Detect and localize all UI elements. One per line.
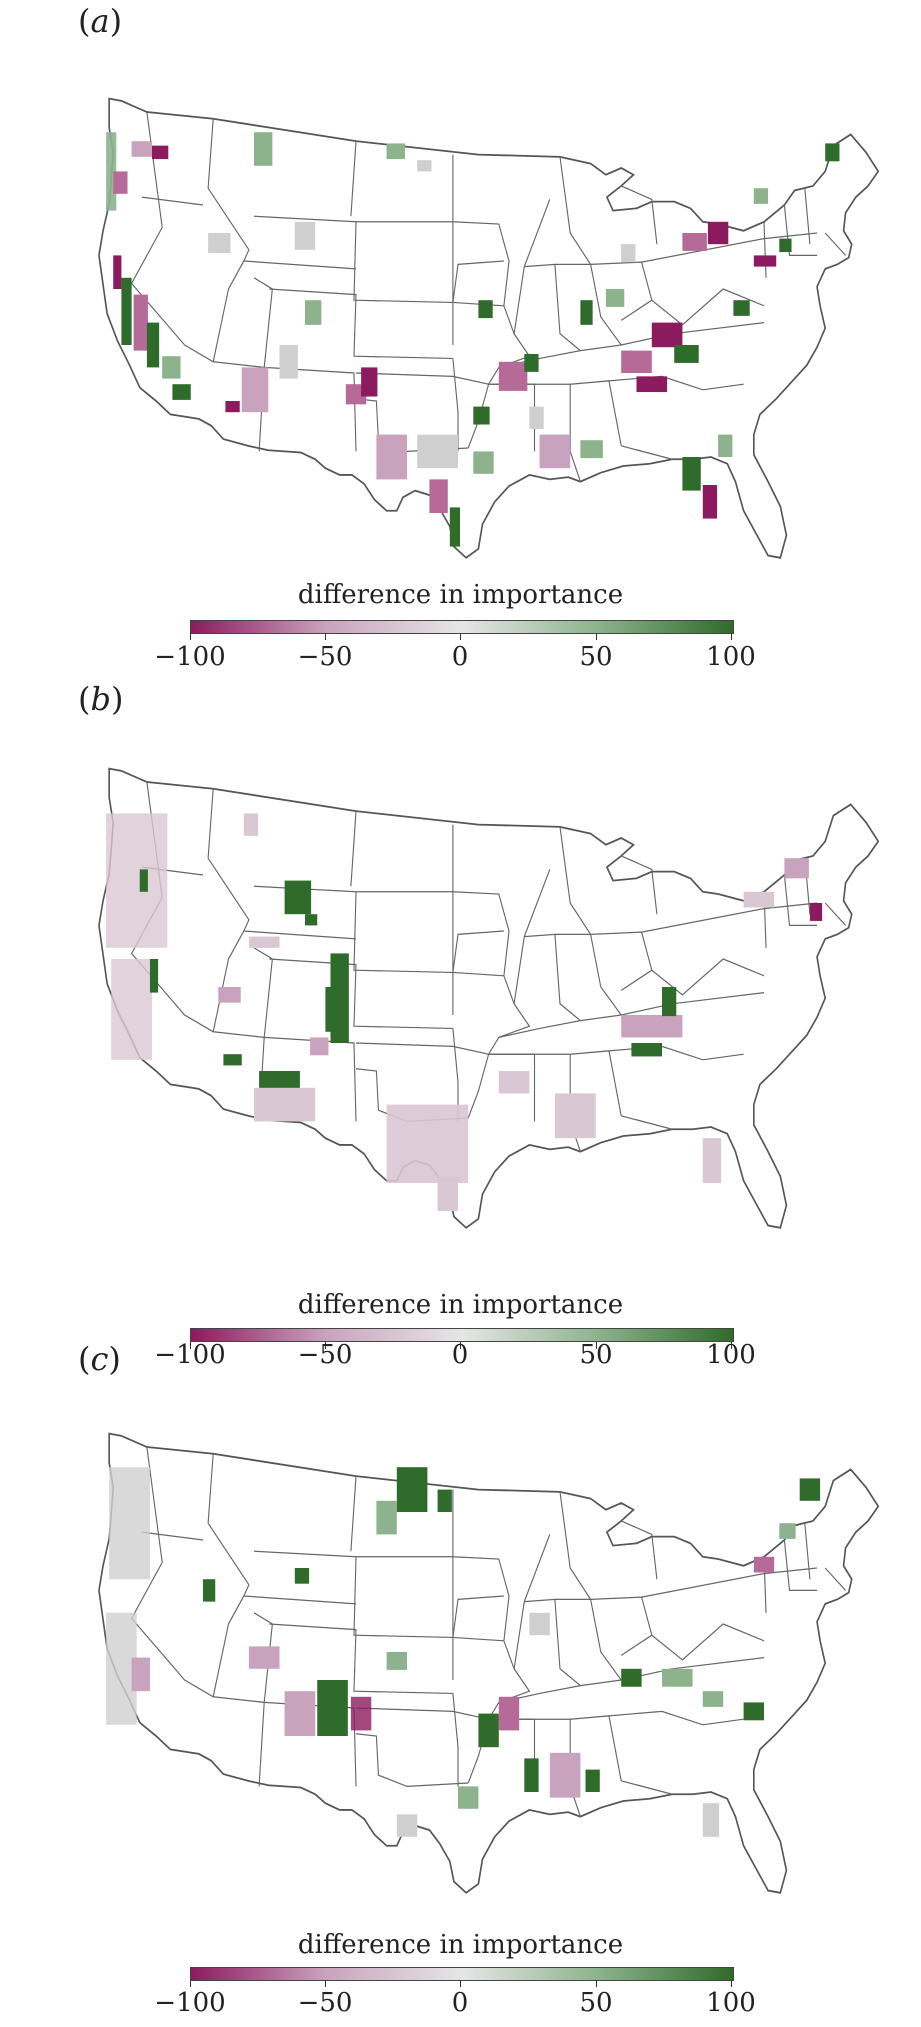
- tick-label-c-3: 50: [579, 1988, 613, 2018]
- us-map-b: [98, 767, 880, 1229]
- tick-mark-b-1: [325, 1342, 326, 1349]
- tick-label-c-1: −50: [297, 1988, 353, 2018]
- panel-a-label: (a): [78, 2, 123, 40]
- tick-mark-c-0: [190, 1980, 191, 1987]
- colorbar-b-ticks: −100 −50 0 50 100: [0, 1340, 921, 1382]
- panel-b-label: (b): [78, 680, 124, 718]
- tick-label-b-4: 100: [706, 1340, 756, 1370]
- tick-label-b-3: 50: [579, 1340, 613, 1370]
- tick-label-b-0: −100: [154, 1340, 226, 1370]
- tick-label-a-1: −50: [297, 642, 353, 672]
- tick-label-c-2: 0: [451, 1988, 469, 2018]
- colorbar-b: [190, 1328, 734, 1342]
- colorbar-title-b: difference in importance: [297, 1290, 624, 1320]
- colorbar-a: [190, 620, 734, 634]
- tick-label-c-0: −100: [154, 1988, 226, 2018]
- tick-mark-b-0: [190, 1342, 191, 1349]
- panel-b: (b): [0, 680, 921, 1350]
- tick-label-b-1: −50: [297, 1340, 353, 1370]
- panel-c: (c): [0, 1330, 921, 2027]
- panel-c-label: (c): [78, 1340, 121, 1378]
- importance-cells-b: [106, 813, 823, 1211]
- tick-label-a-3: 50: [579, 642, 613, 672]
- colorbar-title-a: difference in importance: [297, 580, 624, 610]
- colorbar-title-c: difference in importance: [297, 1930, 624, 1960]
- tick-mark-b-4: [731, 1342, 732, 1349]
- tick-label-a-4: 100: [706, 642, 756, 672]
- us-map-a: [98, 97, 880, 559]
- tick-mark-c-2: [460, 1980, 461, 1987]
- tick-mark-c-3: [596, 1980, 597, 1987]
- panel-a: (a): [0, 0, 921, 680]
- tick-mark-a-1: [325, 633, 326, 640]
- tick-mark-b-3: [596, 1342, 597, 1349]
- tick-mark-a-3: [596, 633, 597, 640]
- tick-mark-b-2: [460, 1342, 461, 1349]
- tick-label-a-0: −100: [154, 642, 226, 672]
- tick-mark-c-1: [325, 1980, 326, 1987]
- us-map-c: [98, 1432, 880, 1894]
- importance-cells-c: [106, 1467, 821, 1837]
- tick-mark-a-0: [190, 633, 191, 640]
- tick-label-b-2: 0: [451, 1340, 469, 1370]
- tick-mark-a-4: [731, 633, 732, 640]
- tick-label-a-2: 0: [451, 642, 469, 672]
- tick-label-c-4: 100: [706, 1988, 756, 2018]
- importance-cells-a: [106, 132, 840, 547]
- colorbar-c: [190, 1967, 734, 1981]
- tick-mark-a-2: [460, 633, 461, 640]
- tick-mark-c-4: [731, 1980, 732, 1987]
